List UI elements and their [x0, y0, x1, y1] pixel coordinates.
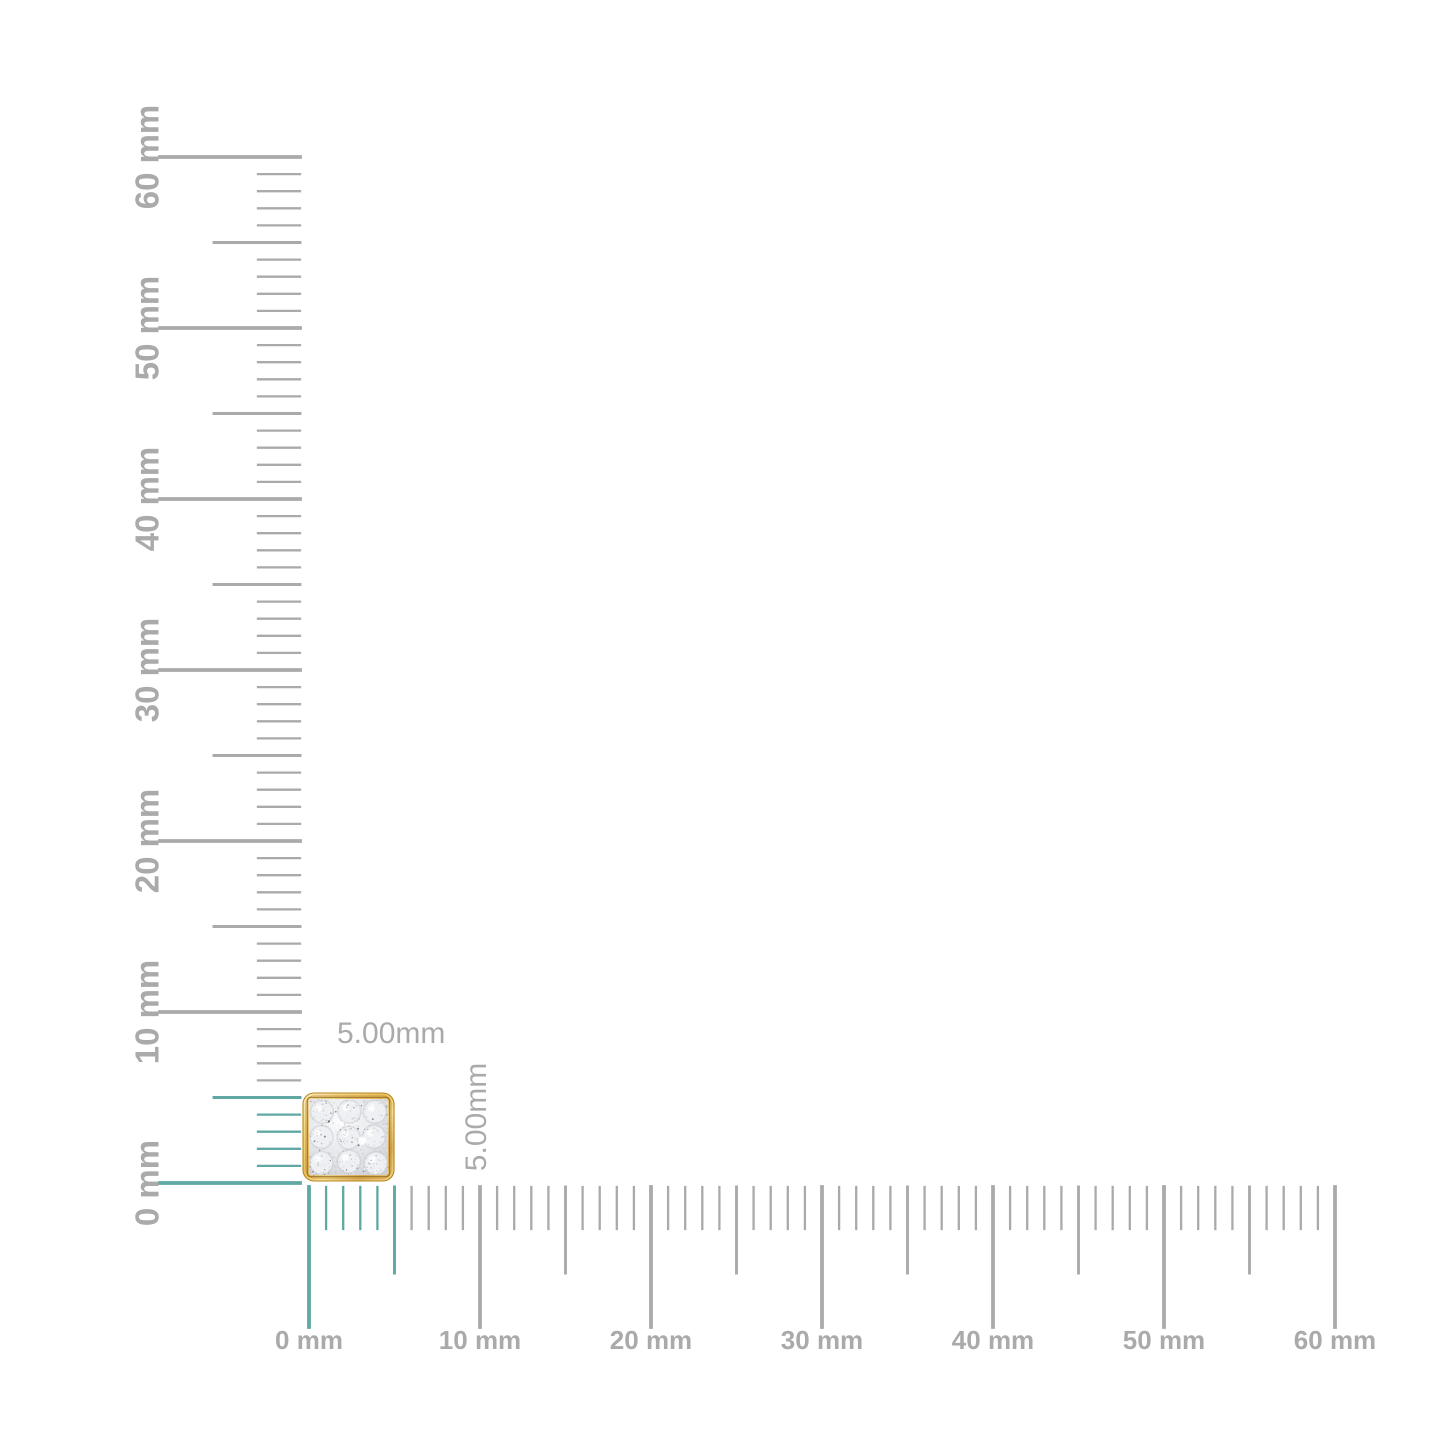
svg-text:10 mm: 10 mm [129, 960, 166, 1065]
svg-text:30 mm: 30 mm [129, 618, 166, 723]
svg-text:20 mm: 20 mm [129, 789, 166, 894]
svg-text:40 mm: 40 mm [952, 1325, 1034, 1355]
svg-text:30 mm: 30 mm [781, 1325, 863, 1355]
svg-text:20 mm: 20 mm [610, 1325, 692, 1355]
svg-text:5.00mm: 5.00mm [337, 1017, 445, 1050]
svg-text:5.00mm: 5.00mm [460, 1063, 493, 1171]
svg-text:0 mm: 0 mm [275, 1325, 343, 1355]
svg-text:50 mm: 50 mm [1123, 1325, 1205, 1355]
svg-text:60 mm: 60 mm [129, 105, 166, 210]
svg-text:60 mm: 60 mm [1294, 1325, 1376, 1355]
svg-text:50 mm: 50 mm [129, 276, 166, 381]
svg-text:10 mm: 10 mm [439, 1325, 521, 1355]
svg-text:0 mm: 0 mm [129, 1140, 166, 1226]
svg-text:40 mm: 40 mm [129, 447, 166, 552]
